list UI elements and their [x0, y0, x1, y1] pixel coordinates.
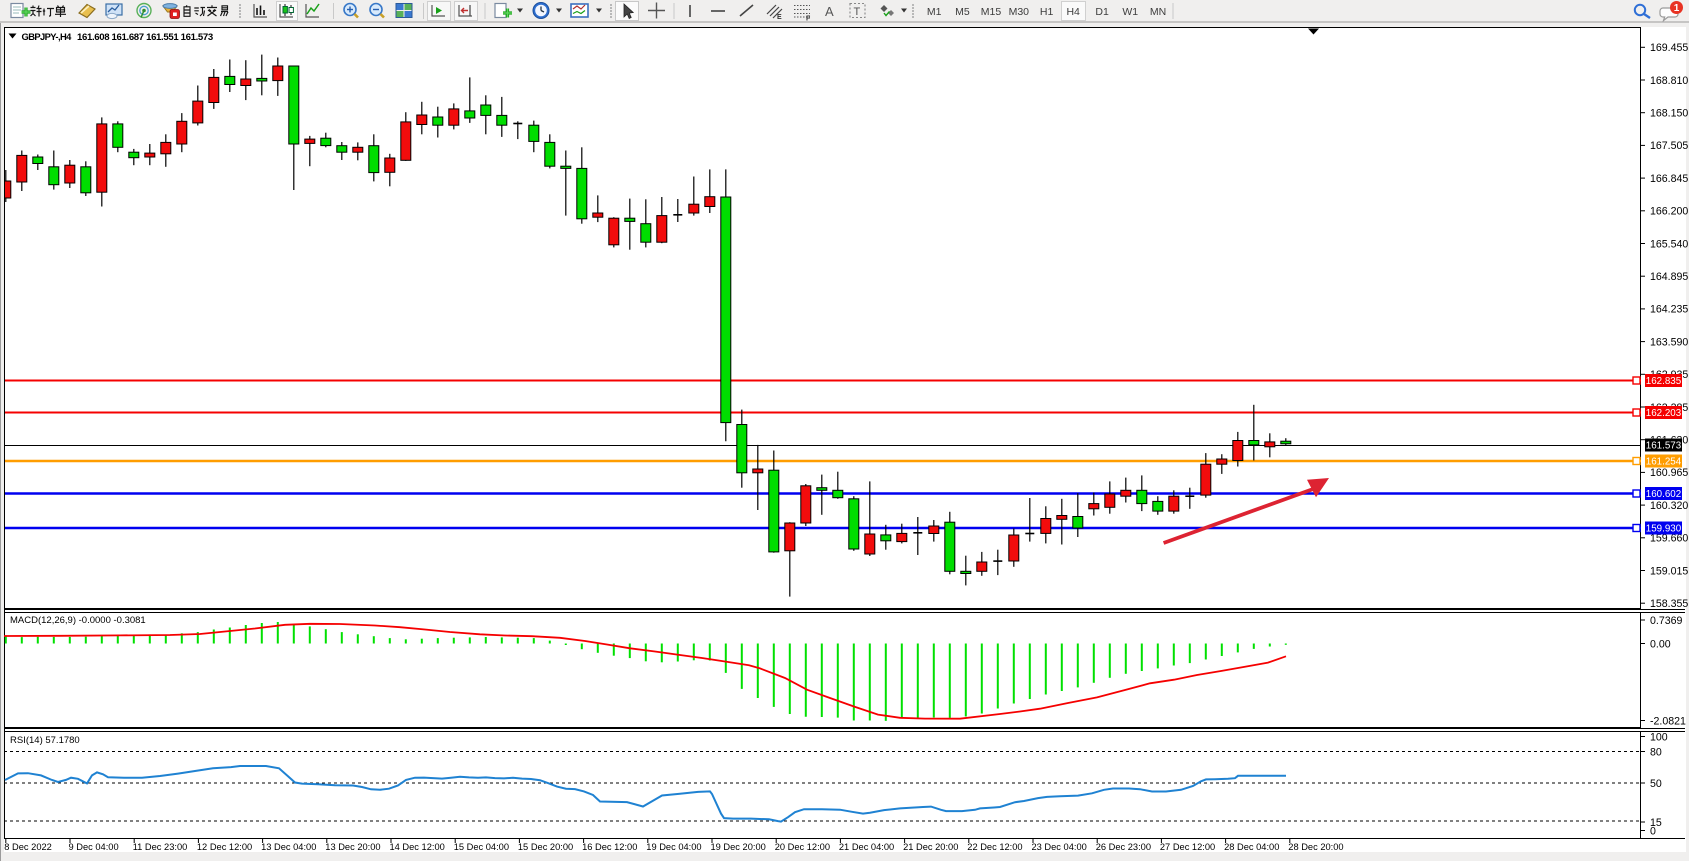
svg-text:50: 50	[1650, 778, 1662, 790]
svg-text:21 Dec 20:00: 21 Dec 20:00	[903, 842, 958, 852]
svg-text:11 Dec 23:00: 11 Dec 23:00	[133, 842, 188, 852]
svg-text:165.540: 165.540	[1650, 238, 1688, 250]
svg-text:0.00: 0.00	[1650, 638, 1671, 650]
svg-text:15: 15	[1650, 817, 1662, 829]
svg-text:MACD(12,26,9) -0.0000 -0.3081: MACD(12,26,9) -0.0000 -0.3081	[10, 615, 146, 626]
svg-text:19 Dec 20:00: 19 Dec 20:00	[711, 842, 766, 852]
svg-text:GBPJPY-,H4: GBPJPY-,H4	[22, 31, 73, 42]
svg-text:160.602: 160.602	[1646, 489, 1681, 500]
svg-text:12 Dec 12:00: 12 Dec 12:00	[197, 842, 252, 852]
svg-text:23 Dec 04:00: 23 Dec 04:00	[1032, 842, 1087, 852]
svg-text:163.590: 163.590	[1650, 336, 1688, 348]
svg-text:H1: H1	[1040, 6, 1054, 18]
svg-text:159.930: 159.930	[1646, 524, 1682, 535]
svg-text:M15: M15	[981, 6, 1002, 18]
svg-text:14 Dec 12:00: 14 Dec 12:00	[390, 842, 445, 852]
svg-text:13 Dec 04:00: 13 Dec 04:00	[261, 842, 316, 852]
svg-text:159.660: 159.660	[1650, 533, 1688, 545]
svg-text:F: F	[806, 16, 811, 23]
svg-text:22 Dec 12:00: 22 Dec 12:00	[967, 842, 1022, 852]
svg-text:169.455: 169.455	[1650, 42, 1688, 54]
svg-text:MN: MN	[1150, 6, 1166, 18]
svg-text:20 Dec 12:00: 20 Dec 12:00	[775, 842, 830, 852]
svg-text:166.200: 166.200	[1650, 206, 1688, 218]
svg-text:27 Dec 12:00: 27 Dec 12:00	[1160, 842, 1215, 852]
svg-text:166.845: 166.845	[1650, 173, 1688, 185]
svg-text:0: 0	[1650, 825, 1656, 837]
svg-text:H4: H4	[1066, 6, 1080, 18]
svg-text:158.355: 158.355	[1650, 598, 1688, 610]
svg-text:13 Dec 20:00: 13 Dec 20:00	[325, 842, 380, 852]
svg-text:M30: M30	[1009, 6, 1030, 18]
svg-text:21 Dec 04:00: 21 Dec 04:00	[839, 842, 894, 852]
svg-text:28 Dec 04:00: 28 Dec 04:00	[1224, 842, 1279, 852]
svg-text:8 Dec 2022: 8 Dec 2022	[4, 842, 52, 852]
svg-text:19 Dec 04:00: 19 Dec 04:00	[646, 842, 701, 852]
svg-text:162.835: 162.835	[1646, 376, 1682, 387]
svg-text:167.505: 167.505	[1650, 140, 1688, 152]
svg-text:161.254: 161.254	[1646, 457, 1682, 468]
svg-text:1: 1	[1674, 3, 1680, 14]
svg-text:15 Dec 04:00: 15 Dec 04:00	[454, 842, 509, 852]
svg-text:100: 100	[1650, 731, 1668, 743]
svg-text:164.895: 164.895	[1650, 271, 1688, 283]
svg-text:160.965: 160.965	[1650, 467, 1688, 479]
svg-text:-2.0821: -2.0821	[1650, 715, 1686, 727]
svg-text:W1: W1	[1122, 6, 1138, 18]
svg-text:162.203: 162.203	[1646, 408, 1682, 419]
svg-text:80: 80	[1650, 746, 1662, 758]
svg-text:161.573: 161.573	[1646, 441, 1682, 452]
svg-text:T: T	[854, 6, 861, 18]
svg-text:E: E	[777, 14, 782, 21]
svg-text:164.235: 164.235	[1650, 304, 1688, 316]
svg-text:M1: M1	[927, 6, 942, 18]
svg-text:D1: D1	[1095, 6, 1109, 18]
svg-text:28 Dec 20:00: 28 Dec 20:00	[1288, 842, 1343, 852]
svg-text:9 Dec 04:00: 9 Dec 04:00	[69, 842, 119, 852]
svg-text:160.320: 160.320	[1650, 500, 1688, 512]
svg-text:RSI(14) 57.1780: RSI(14) 57.1780	[10, 735, 80, 746]
svg-text:161.608 161.687 161.551 161.57: 161.608 161.687 161.551 161.573	[77, 32, 213, 43]
svg-text:15 Dec 20:00: 15 Dec 20:00	[518, 842, 573, 852]
svg-text:159.015: 159.015	[1650, 565, 1688, 577]
svg-text:168.150: 168.150	[1650, 108, 1688, 120]
svg-text:A: A	[825, 4, 834, 19]
svg-text:168.810: 168.810	[1650, 75, 1688, 87]
svg-text:26 Dec 23:00: 26 Dec 23:00	[1096, 842, 1151, 852]
svg-text:0.7369: 0.7369	[1650, 615, 1683, 627]
svg-text:M5: M5	[955, 6, 970, 18]
svg-text:16 Dec 12:00: 16 Dec 12:00	[582, 842, 637, 852]
